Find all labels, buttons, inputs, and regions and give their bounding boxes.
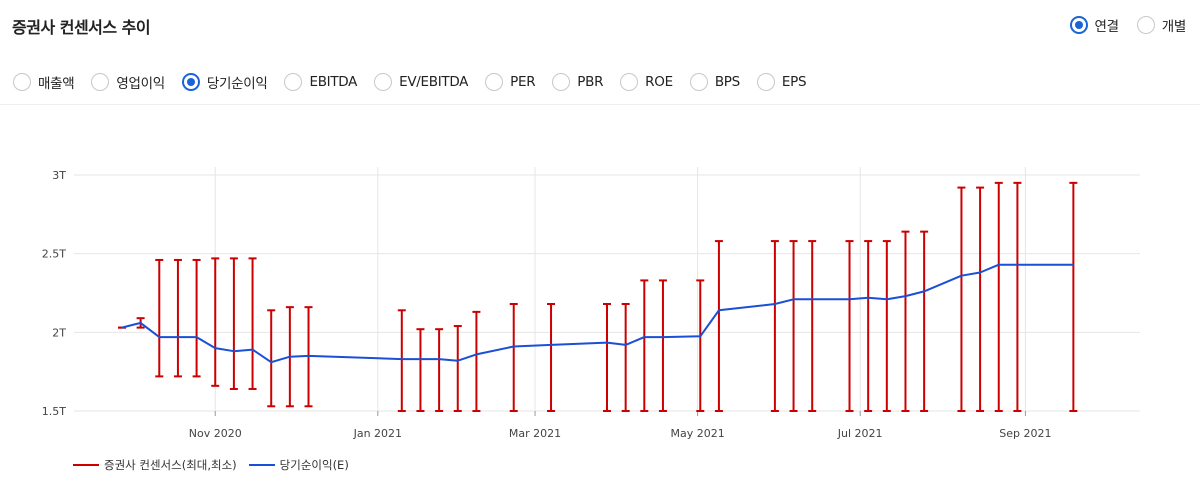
- metric-label: PER: [510, 74, 536, 90]
- page-title: 증권사 컨센서스 추이: [12, 18, 151, 37]
- net-income-estimate-line: [121, 263, 1074, 364]
- x-tick-label: May 2021: [670, 427, 724, 440]
- x-tick-label: Sep 2021: [999, 427, 1051, 440]
- x-tick-label: Jul 2021: [837, 427, 883, 440]
- mode-label: 연결: [1094, 19, 1120, 35]
- y-tick-label: 2T: [52, 326, 66, 339]
- metric-radio-ev-ebitda[interactable]: EV/EBITDA: [374, 72, 468, 92]
- metric-label: EBITDA: [309, 74, 358, 90]
- chart-legend: 증권사 컨센서스(최대,최소) 당기순이익(E): [73, 457, 361, 473]
- metric-radio-ebitda[interactable]: EBITDA: [284, 72, 357, 92]
- metric-selector: 매출액 영업이익 당기순이익 EBITDA EV/EBITDA PER PBR …: [13, 72, 823, 92]
- metric-label: EV/EBITDA: [399, 74, 469, 90]
- section-divider: [0, 104, 1200, 105]
- legend-swatch: [73, 464, 99, 466]
- legend-item-range[interactable]: 증권사 컨센서스(최대,최소): [73, 457, 237, 473]
- metric-label: 영업이익: [116, 76, 165, 92]
- legend-label: 증권사 컨센서스(최대,최소): [104, 458, 237, 472]
- x-tick-label: Mar 2021: [509, 427, 561, 440]
- metric-radio-per[interactable]: PER: [485, 72, 536, 92]
- metric-label: 매출액: [38, 76, 75, 92]
- metric-label: ROE: [645, 74, 673, 90]
- metric-radio-revenue[interactable]: 매출액: [13, 72, 75, 92]
- metric-label: 당기순이익: [206, 76, 268, 92]
- metric-radio-bps[interactable]: BPS: [689, 72, 740, 92]
- radio-circle-icon: [181, 73, 200, 91]
- y-tick-label: 1.5T: [42, 405, 66, 418]
- mode-label: 개별: [1161, 19, 1187, 35]
- mode-radio-separate[interactable]: 개별: [1136, 15, 1187, 35]
- metric-radio-roe[interactable]: ROE: [620, 72, 673, 92]
- legend-label: 당기순이익(E): [279, 458, 349, 472]
- radio-circle-icon: [552, 73, 571, 91]
- metric-radio-eps[interactable]: EPS: [756, 72, 807, 92]
- y-tick-label: 3T: [52, 169, 66, 182]
- radio-circle-icon: [91, 73, 110, 91]
- mode-radio-consolidated[interactable]: 연결: [1069, 15, 1120, 35]
- consolidation-toggle: 연결 개별: [1069, 15, 1187, 35]
- radio-circle-icon: [284, 73, 303, 91]
- x-tick-label: Nov 2020: [189, 427, 242, 440]
- radio-circle-icon: [13, 73, 31, 91]
- legend-swatch: [248, 464, 275, 466]
- radio-circle-icon: [756, 73, 775, 91]
- radio-circle-icon: [374, 73, 393, 91]
- radio-circle-icon: [620, 73, 639, 91]
- metric-radio-operating-profit[interactable]: 영업이익: [91, 72, 165, 92]
- y-tick-label: 2.5T: [42, 248, 66, 261]
- radio-circle-icon: [689, 73, 708, 91]
- metric-label: EPS: [781, 74, 807, 90]
- x-tick-label: Jan 2021: [353, 427, 402, 440]
- metric-radio-pbr[interactable]: PBR: [552, 72, 603, 92]
- radio-circle-icon: [485, 73, 504, 91]
- radio-circle-icon: [1136, 16, 1155, 34]
- metric-label: BPS: [714, 74, 740, 90]
- legend-item-net-income[interactable]: 당기순이익(E): [248, 457, 349, 473]
- metric-label: PBR: [577, 74, 604, 90]
- radio-circle-icon: [1069, 16, 1088, 34]
- metric-radio-net-income[interactable]: 당기순이익: [181, 72, 268, 92]
